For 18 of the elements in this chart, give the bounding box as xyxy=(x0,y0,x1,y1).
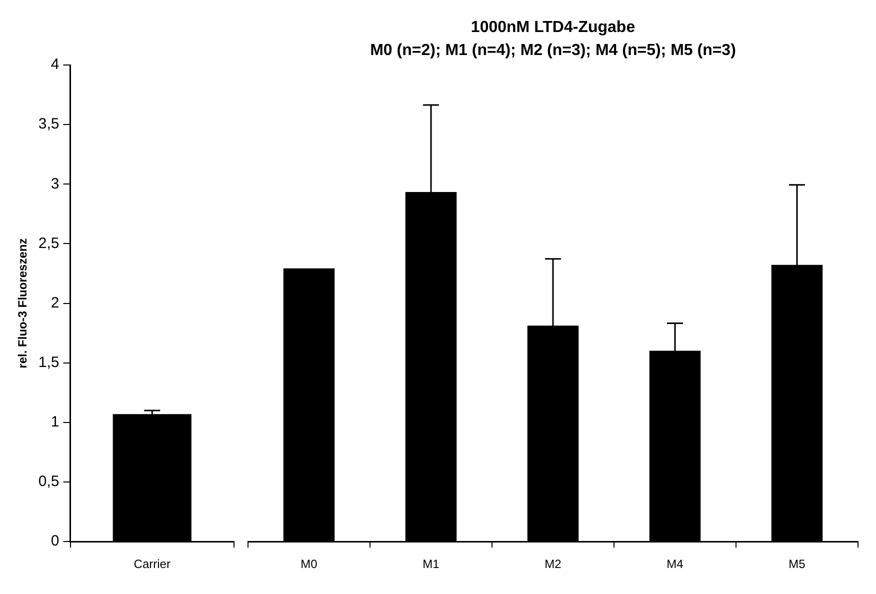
y-tick-label: 2,5 xyxy=(38,234,60,252)
x-tick-label: M5 xyxy=(788,557,806,572)
y-tick-label: 3 xyxy=(50,175,60,192)
x-tick-label: M1 xyxy=(422,557,440,572)
y-tick-label: 2 xyxy=(50,294,60,312)
y-tick-label: 0 xyxy=(50,532,60,550)
x-tick-label: M0 xyxy=(300,557,318,572)
chart-subtitle: M0 (n=2); M1 (n=4); M2 (n=3); M4 (n=5); M5 (n=3) xyxy=(370,42,736,60)
y-tick-label: 1 xyxy=(50,414,60,431)
chart-title: 1000nM LTD4-Zugabe xyxy=(470,19,636,36)
y-tick-label: 0,5 xyxy=(38,473,60,490)
x-tick-label: M4 xyxy=(666,557,684,572)
x-tick-label: Carrier xyxy=(134,557,170,572)
y-tick-label: 1,5 xyxy=(38,354,60,372)
y-tick-label: 3,5 xyxy=(38,116,60,133)
y-tick-label: 4 xyxy=(50,56,60,74)
x-tick-label: M2 xyxy=(544,557,562,572)
y-axis-title: rel. Fluo-3 Fluoreszenz xyxy=(16,238,30,368)
